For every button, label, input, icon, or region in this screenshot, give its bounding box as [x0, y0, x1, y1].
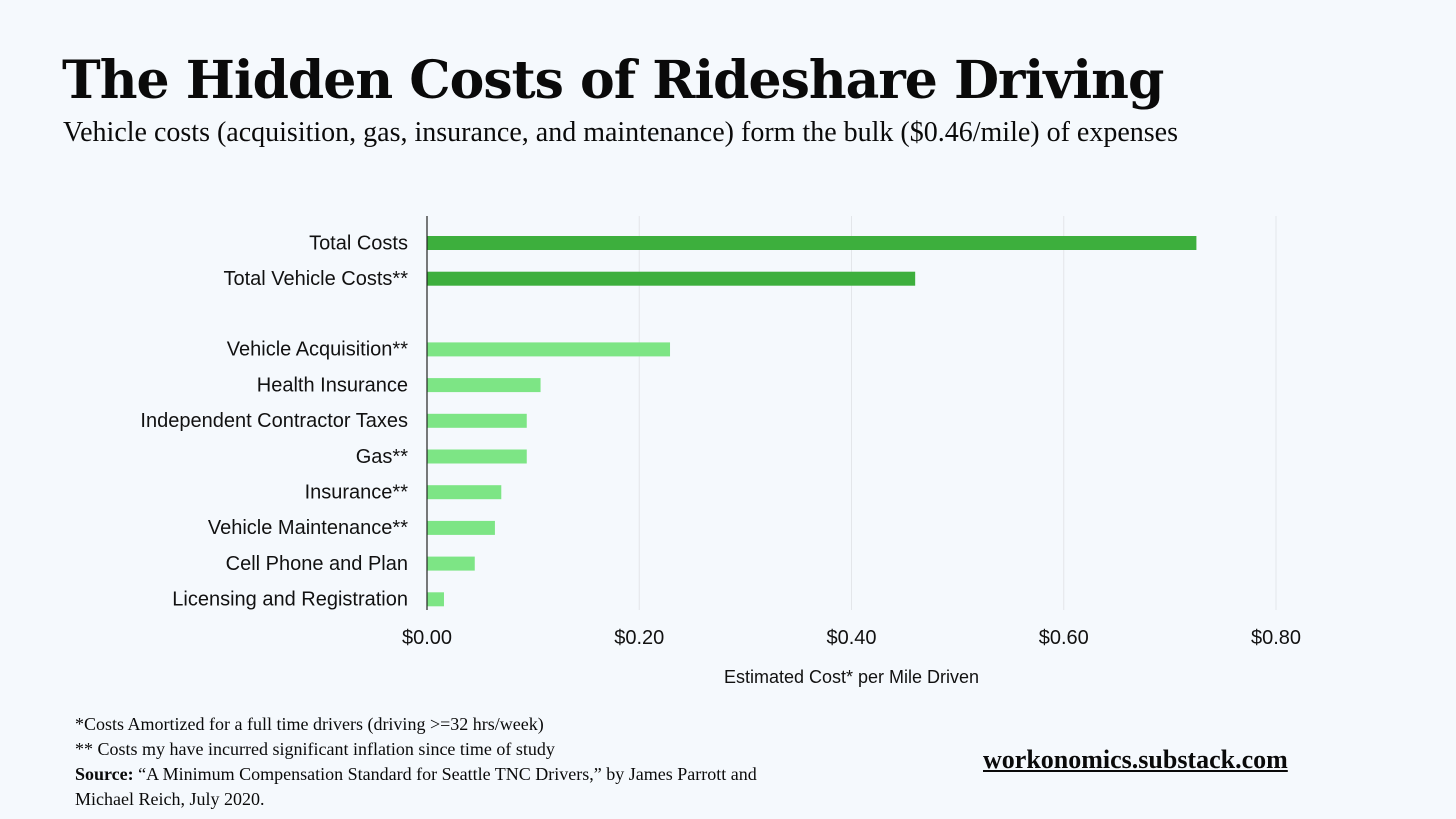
category-label: Insurance** [305, 481, 409, 503]
x-tick-label: $0.60 [1039, 627, 1089, 649]
site-link[interactable]: workonomics.substack.com [983, 745, 1288, 774]
category-label: Gas** [356, 446, 408, 468]
category-label: Independent Contractor Taxes [140, 410, 408, 432]
bar [427, 342, 671, 357]
category-label: Licensing and Registration [172, 589, 408, 611]
footnote-inflation: ** Costs my have incurred significant in… [75, 739, 555, 759]
bar [427, 449, 527, 464]
category-label: Vehicle Maintenance** [208, 517, 408, 539]
chart-subtitle: Vehicle costs (acquisition, gas, insuran… [63, 117, 1178, 148]
category-label: Vehicle Acquisition** [227, 339, 408, 361]
bar [427, 236, 1197, 250]
source-label: Source: [75, 764, 134, 784]
source-text: “A Minimum Compensation Standard for Sea… [75, 764, 757, 809]
category-label: Total Vehicle Costs** [223, 268, 408, 290]
x-tick-label: $0.40 [826, 627, 876, 649]
footnotes: *Costs Amortized for a full time drivers… [75, 712, 775, 812]
x-tick-label: $0.00 [402, 627, 452, 649]
x-tick-label: $0.20 [614, 627, 664, 649]
chart-title: The Hidden Costs of Rideshare Driving [62, 50, 1164, 111]
footnote-amortized: *Costs Amortized for a full time drivers… [75, 714, 544, 734]
x-axis-title: Estimated Cost* per Mile Driven [724, 667, 979, 687]
footnote-source: Source: “A Minimum Compensation Standard… [75, 762, 765, 812]
x-tick-label: $0.80 [1251, 627, 1301, 649]
category-label: Cell Phone and Plan [226, 553, 408, 575]
bar [427, 413, 527, 428]
bar [427, 592, 444, 607]
bar [427, 556, 475, 571]
bar [427, 271, 916, 286]
category-label: Health Insurance [257, 374, 408, 396]
category-label: Total Costs [309, 232, 408, 254]
bar [427, 378, 541, 393]
bar [427, 485, 502, 500]
bar [427, 520, 495, 535]
